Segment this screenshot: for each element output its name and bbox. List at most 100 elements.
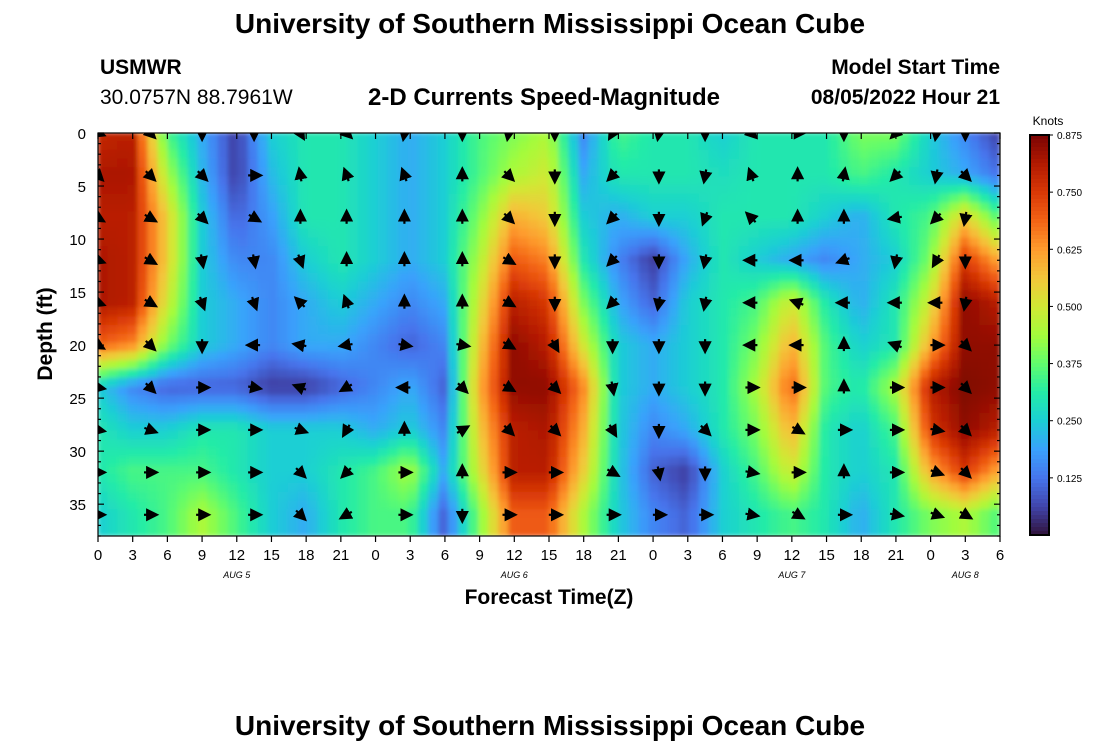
heatmap-cell — [418, 351, 430, 362]
heatmap-cell — [869, 386, 881, 397]
heatmap-cell — [989, 351, 1000, 362]
heatmap-cell — [668, 176, 680, 187]
heatmap-cell — [989, 526, 1000, 536]
heatmap-cell — [127, 342, 139, 353]
heatmap-cell — [287, 237, 300, 248]
heatmap-cell — [287, 474, 300, 485]
heatmap-cell — [197, 377, 209, 388]
heatmap-cell — [388, 167, 400, 178]
heatmap-cell — [618, 220, 630, 230]
heatmap-cell — [317, 456, 330, 467]
heatmap-cell — [808, 500, 821, 511]
heatmap-cell — [628, 430, 640, 441]
heatmap-cell — [949, 439, 961, 449]
heatmap-cell — [718, 184, 730, 195]
heatmap-cell — [368, 386, 380, 397]
heatmap-cell — [237, 491, 249, 502]
heatmap-cell — [698, 228, 710, 239]
heatmap-cell — [117, 298, 129, 309]
heatmap-cell — [718, 526, 730, 536]
heatmap-cell — [929, 263, 941, 274]
heatmap-cell — [748, 298, 761, 309]
heatmap-cell — [317, 517, 330, 528]
heatmap-cell — [628, 395, 640, 406]
heatmap-cell — [528, 272, 540, 283]
heatmap-cell — [117, 491, 129, 502]
heatmap-cell — [167, 255, 179, 266]
heatmap-cell — [317, 237, 330, 248]
heatmap-cell — [899, 228, 911, 239]
heatmap-cell — [157, 263, 169, 274]
heatmap-cell — [879, 474, 891, 485]
heatmap-cell — [758, 386, 771, 397]
heatmap-cell — [277, 482, 290, 493]
heatmap-cell — [648, 141, 660, 152]
heatmap-cell — [418, 167, 430, 178]
heatmap-cell — [758, 333, 771, 344]
heatmap-cell — [939, 228, 951, 239]
heatmap-cell — [558, 342, 570, 353]
colorbar-segment — [1030, 143, 1049, 148]
heatmap-cell — [849, 517, 861, 528]
heatmap-cell — [588, 290, 600, 301]
heatmap-cell — [738, 395, 751, 406]
heatmap-cell — [829, 386, 841, 397]
heatmap-cell — [708, 500, 720, 511]
heatmap-cell — [959, 368, 971, 379]
heatmap-cell — [418, 500, 430, 511]
heatmap-cell — [147, 395, 159, 406]
heatmap-cell — [287, 351, 300, 362]
heatmap-cell — [748, 368, 761, 379]
heatmap-cell — [668, 526, 680, 536]
current-arrow — [455, 425, 471, 438]
heatmap-cell — [137, 193, 149, 204]
heatmap-cell — [608, 193, 620, 204]
heatmap-cell — [979, 298, 991, 309]
heatmap-cell — [738, 325, 751, 336]
colorbar-tick-label: 0.750 — [1057, 188, 1082, 199]
heatmap-cell — [317, 220, 330, 230]
heatmap-cell — [287, 421, 300, 432]
heatmap-cell — [347, 342, 360, 353]
heatmap-cell — [859, 246, 871, 257]
x-tick-label: 3 — [684, 547, 692, 564]
heatmap-cell — [337, 351, 350, 362]
heatmap-cell — [187, 509, 199, 520]
heatmap-cell — [748, 184, 761, 195]
heatmap-cell — [608, 184, 620, 195]
heatmap-cell — [889, 474, 901, 485]
heatmap-cell — [728, 491, 741, 502]
heatmap-cell — [528, 211, 540, 222]
heatmap-cell — [478, 211, 490, 222]
heatmap-cell — [438, 333, 450, 344]
heatmap-cell — [287, 176, 300, 187]
heatmap-cell — [448, 290, 460, 301]
heatmap-cell — [538, 368, 550, 379]
heatmap-cell — [107, 133, 119, 143]
heatmap-cell — [98, 237, 109, 248]
heatmap-cell — [378, 395, 390, 406]
colorbar-segment — [1030, 475, 1049, 480]
heatmap-cell — [929, 447, 941, 458]
heatmap-cell — [478, 272, 490, 283]
heatmap-cell — [919, 500, 931, 511]
heatmap-cell — [869, 149, 881, 160]
heatmap-cell — [538, 176, 550, 187]
heatmap-cell — [919, 325, 931, 336]
heatmap-cell — [778, 439, 791, 449]
heatmap-cell — [408, 211, 420, 222]
heatmap-cell — [548, 316, 560, 327]
heatmap-cell — [578, 316, 590, 327]
heatmap-cell — [177, 298, 189, 309]
heatmap-cell — [327, 149, 340, 160]
heatmap-cell — [678, 272, 690, 283]
heatmap-cell — [859, 167, 871, 178]
heatmap-cell — [287, 456, 300, 467]
heatmap-cell — [388, 439, 400, 449]
y-tick-label: 10 — [69, 232, 86, 249]
current-arrow — [398, 337, 414, 351]
heatmap-cell — [778, 517, 791, 528]
heatmap-cell — [217, 220, 229, 230]
heatmap-cell — [829, 360, 841, 371]
heatmap-cell — [578, 447, 590, 458]
